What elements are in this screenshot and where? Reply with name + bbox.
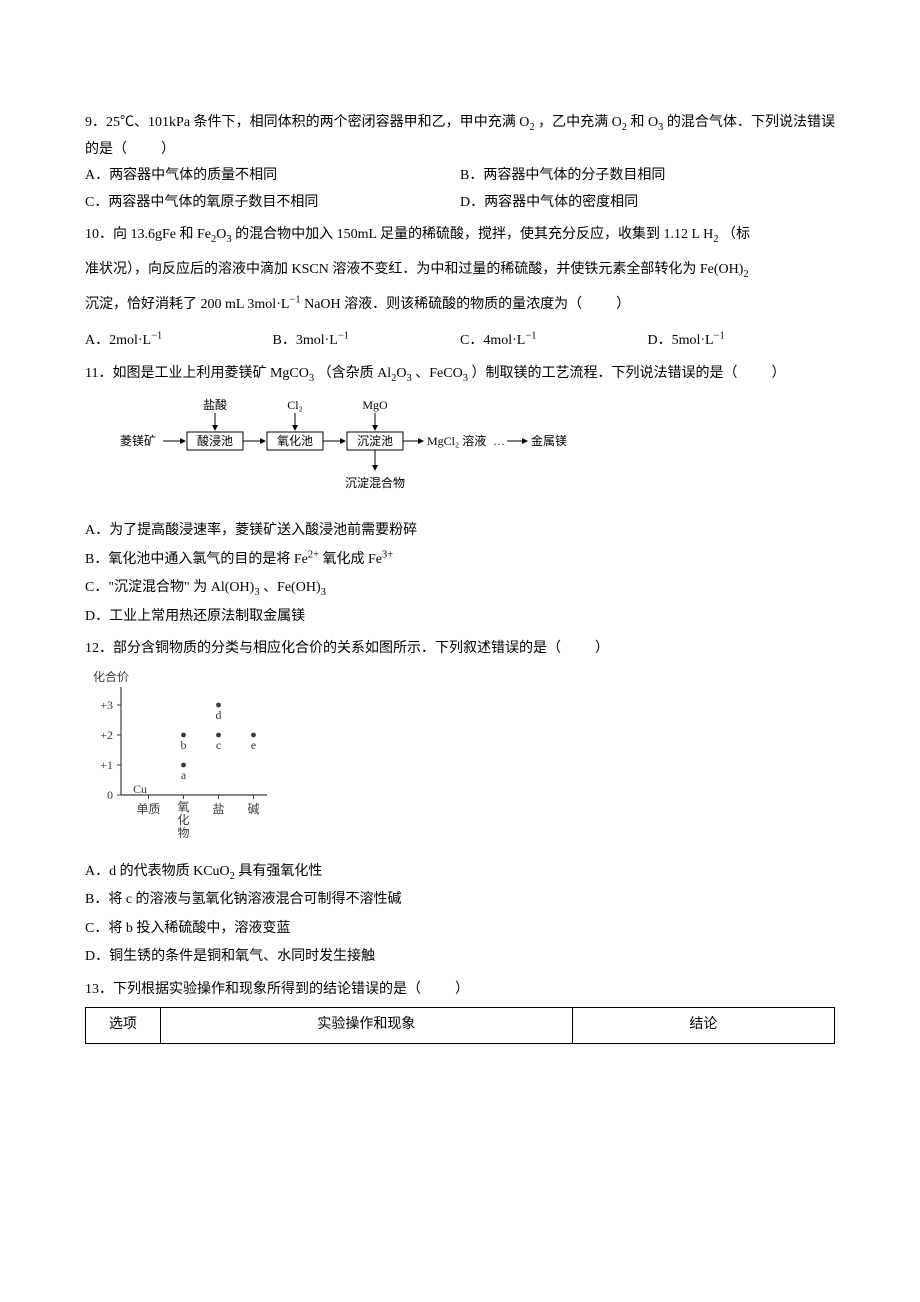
svg-text:b: b <box>181 738 187 752</box>
q9-stem: 9．25℃、101kPa 条件下，相同体积的两个密闭容器甲和乙，甲中充满 O2 … <box>85 110 835 163</box>
q11-C: C．"沉淀混合物" 为 Al(OH)3 、Fe(OH)3 <box>85 575 835 602</box>
svg-text:0: 0 <box>107 788 113 802</box>
q9-A: A．两容器中气体的质量不相同 <box>85 163 460 190</box>
svg-text:盐: 盐 <box>212 802 224 816</box>
q11-A: A．为了提高酸浸速率，菱镁矿送入酸浸池前需要粉碎 <box>85 518 835 545</box>
flow-top-1: 盐酸 <box>203 397 227 412</box>
q11-B: B．氧化池中通入氯气的目的是将 Fe2+ 氧化成 Fe3+ <box>85 547 835 574</box>
flow-top-2: Cl₂ <box>287 398 303 412</box>
svg-text:e: e <box>251 738 256 752</box>
q9-B: B．两容器中气体的分子数目相同 <box>460 163 835 190</box>
svg-text:+3: +3 <box>100 698 113 712</box>
q12-B: B．将 c 的溶液与氢氧化钠溶液混合可制得不溶性碱 <box>85 887 835 914</box>
q12-D: D．铜生锈的条件是铜和氧气、水同时发生接触 <box>85 944 835 971</box>
flow-node-2: 氧化池 <box>277 434 313 448</box>
q9-D: D．两容器中气体的密度相同 <box>460 190 835 217</box>
q13-table: 选项 实验操作和现象 结论 <box>85 1007 835 1044</box>
q12-A: A．d 的代表物质 KCuO2 具有强氧化性 <box>85 859 835 886</box>
svg-text:+2: +2 <box>100 728 113 742</box>
q13-th-1: 选项 <box>86 1008 161 1044</box>
question-9: 9．25℃、101kPa 条件下，相同体积的两个密闭容器甲和乙，甲中充满 O2 … <box>85 110 835 216</box>
svg-text:+1: +1 <box>100 758 113 772</box>
q10-B: B．3mol·L−1 <box>273 328 461 355</box>
q10-C: C．4mol·L−1 <box>460 328 648 355</box>
svg-text:物: 物 <box>177 826 189 840</box>
q11-D: D．工业上常用热还原法制取金属镁 <box>85 604 835 631</box>
svg-text:化: 化 <box>177 813 189 827</box>
exam-page: 9．25℃、101kPa 条件下，相同体积的两个密闭容器甲和乙，甲中充满 O2 … <box>0 0 920 1302</box>
flow-node-5: 金属镁 <box>531 433 567 448</box>
svg-text:氧: 氧 <box>177 800 189 814</box>
flow-node-0: 菱镁矿 <box>120 434 156 448</box>
svg-text:d: d <box>216 708 222 722</box>
question-12: 12．部分含铜物质的分类与相应化合价的关系如图所示．下列叙述错误的是（ ） 化合… <box>85 636 835 971</box>
q13-th-3: 结论 <box>572 1008 834 1044</box>
q9-options: A．两容器中气体的质量不相同 B．两容器中气体的分子数目相同 C．两容器中气体的… <box>85 163 835 216</box>
q10-A: A．2mol·L−1 <box>85 328 273 355</box>
q10-options: A．2mol·L−1 B．3mol·L−1 C．4mol·L−1 D．5mol·… <box>85 328 835 355</box>
q10-stem: 10．向 13.6gFe 和 Fe2O3 的混合物中加入 150mL 足量的稀硫… <box>85 222 835 318</box>
svg-text:Cu: Cu <box>133 782 147 796</box>
flow-top-3: MgO <box>362 398 388 412</box>
q13-th-2: 实验操作和现象 <box>160 1008 572 1044</box>
svg-text:c: c <box>216 738 221 752</box>
q12-C: C．将 b 投入稀硫酸中，溶液变蓝 <box>85 916 835 943</box>
q13-stem: 13．下列根据实验操作和现象所得到的结论错误的是（ ） <box>85 977 835 1004</box>
svg-text:碱: 碱 <box>247 802 259 816</box>
flow-bottom: 沉淀混合物 <box>345 475 405 490</box>
svg-text:a: a <box>181 768 187 782</box>
q12-chart: 化合价 +3 +2 +1 0 单质 氧化物 盐 碱 Cu a b c d e <box>85 667 835 853</box>
svg-text:化合价: 化合价 <box>93 669 129 684</box>
flow-node-3: 沉淀池 <box>357 434 393 448</box>
flow-node-1: 酸浸池 <box>197 433 233 448</box>
q9-C: C．两容器中气体的氧原子数目不相同 <box>85 190 460 217</box>
question-11: 11．如图是工业上利用菱镁矿 MgCO3 （含杂质 Al2O3 、FeCO3 ）… <box>85 361 835 631</box>
question-13: 13．下列根据实验操作和现象所得到的结论错误的是（ ） 选项 实验操作和现象 结… <box>85 977 835 1044</box>
svg-text:单质: 单质 <box>136 802 160 816</box>
q12-stem: 12．部分含铜物质的分类与相应化合价的关系如图所示．下列叙述错误的是（ ） <box>85 636 835 663</box>
q10-D: D．5mol·L−1 <box>648 328 836 355</box>
q11-stem: 11．如图是工业上利用菱镁矿 MgCO3 （含杂质 Al2O3 、FeCO3 ）… <box>85 361 835 388</box>
flow-dots: … <box>493 434 505 448</box>
flow-node-4: MgCl₂ 溶液 <box>427 433 486 448</box>
question-10: 10．向 13.6gFe 和 Fe2O3 的混合物中加入 150mL 足量的稀硫… <box>85 222 835 354</box>
q11-flow-diagram: 盐酸 Cl₂ MgO 菱镁矿 酸浸池 氧化池 沉淀池 MgCl <box>115 397 835 508</box>
